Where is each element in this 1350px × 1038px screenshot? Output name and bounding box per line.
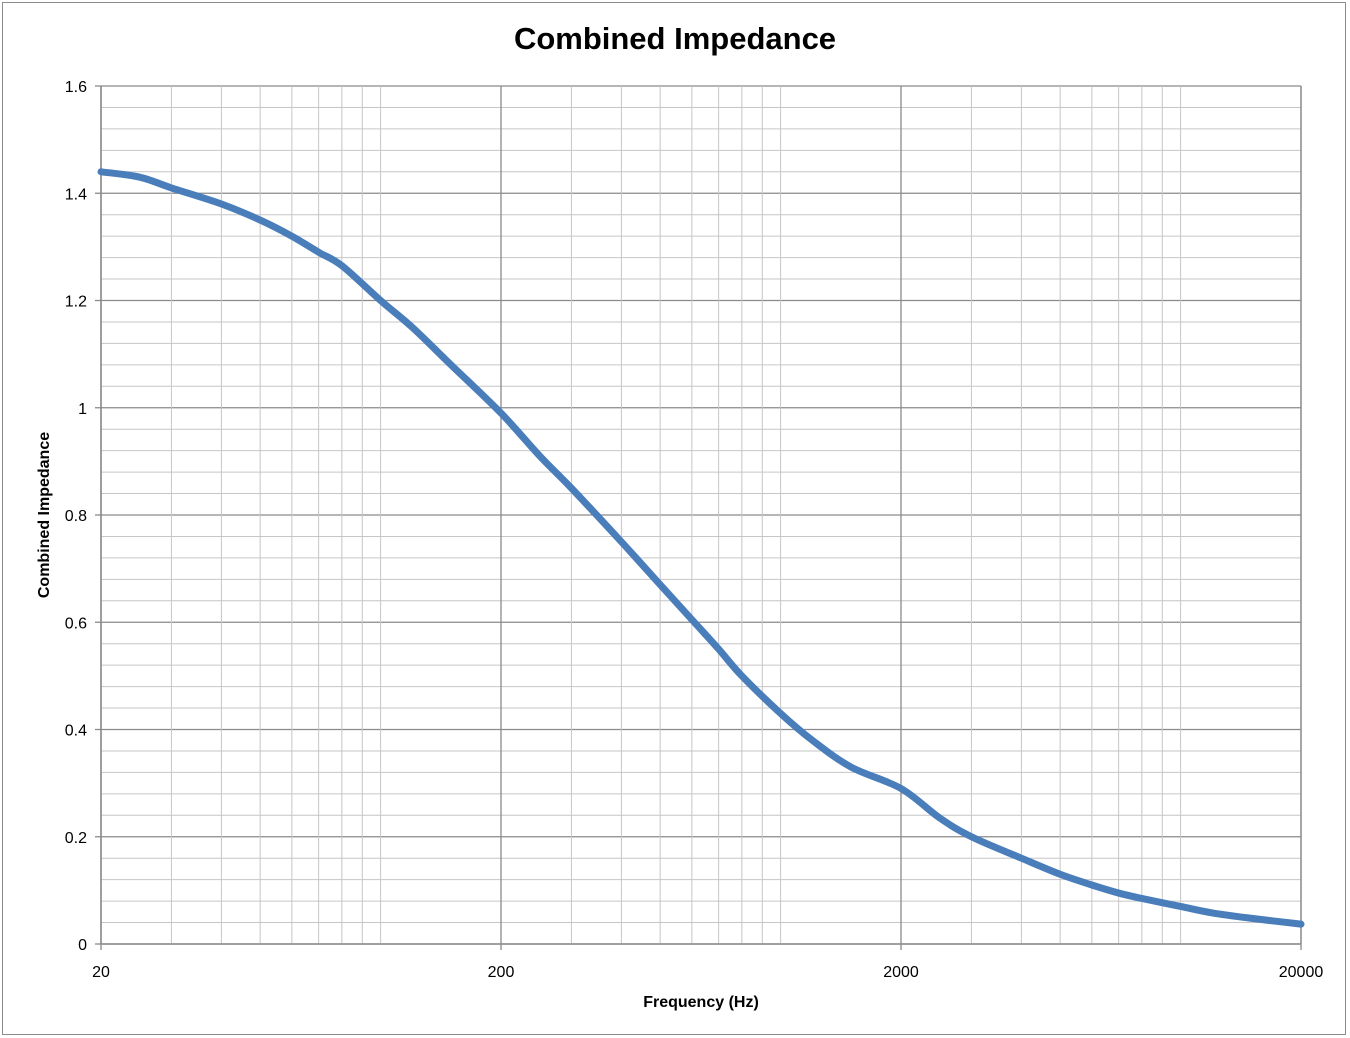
chart-title: Combined Impedance: [514, 21, 836, 56]
y-tick-label: 0.6: [65, 615, 87, 632]
x-tick-label: 20000: [1279, 964, 1324, 981]
y-tick-label: 1.6: [65, 79, 87, 96]
chart-svg: 0 0.2 0.4 0.6 0.8 1 1.2 1.4 1.6 20 200 2000 20000 Co…: [36, 21, 1324, 1011]
impedance-series-line: [97, 168, 1305, 928]
y-tick-label: 0.8: [65, 508, 87, 525]
y-tick-label: 0: [78, 937, 87, 954]
y-tick-label: 0.4: [65, 723, 87, 740]
y-tick-label: 1.2: [65, 294, 87, 311]
y-tick-label: 1.4: [65, 186, 87, 203]
series-layer: [97, 168, 1305, 928]
y-axis-title: Combined Impedance: [36, 432, 53, 598]
y-tick-label: 0.2: [65, 830, 87, 847]
x-tick-label: 20: [92, 964, 110, 981]
x-axis-title: Frequency (Hz): [643, 994, 759, 1011]
y-tick-label: 1: [78, 401, 87, 418]
x-tick-label: 200: [488, 964, 515, 981]
grid: [95, 85, 1302, 950]
x-tick-label: 2000: [883, 964, 919, 981]
tick-labels: 0 0.2 0.4 0.6 0.8 1 1.2 1.4 1.6 20 200 2000 20000: [65, 79, 1324, 981]
